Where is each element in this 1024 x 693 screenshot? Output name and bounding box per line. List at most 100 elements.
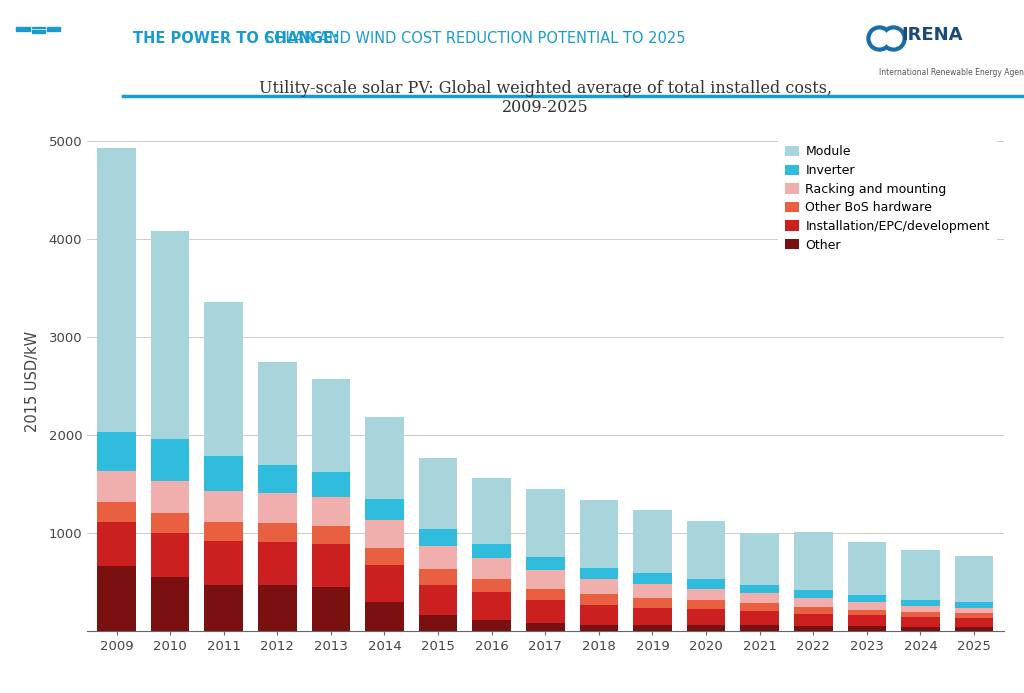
Bar	[97, 471, 136, 502]
Bar	[16, 28, 30, 30]
Bar	[740, 611, 779, 625]
Bar	[633, 608, 672, 625]
Bar	[151, 481, 189, 514]
Bar	[472, 579, 511, 593]
Title: Utility-scale solar PV: Global weighted average of total installed costs,
2009-2: Utility-scale solar PV: Global weighted …	[259, 80, 831, 116]
Bar	[32, 31, 45, 33]
Bar	[419, 546, 458, 570]
Bar	[47, 28, 60, 30]
Bar	[848, 542, 886, 595]
Bar	[32, 30, 45, 31]
Bar	[848, 610, 886, 615]
Bar	[419, 615, 458, 631]
Bar	[633, 584, 672, 598]
Bar	[366, 520, 403, 548]
Bar	[794, 606, 833, 613]
Bar	[47, 27, 60, 28]
Bar	[472, 620, 511, 631]
Bar	[848, 595, 886, 602]
Bar	[740, 585, 779, 593]
Bar	[526, 570, 564, 588]
Bar	[526, 557, 564, 570]
Bar	[901, 550, 940, 600]
Bar	[687, 600, 725, 609]
Bar	[472, 558, 511, 579]
Bar	[633, 573, 672, 584]
Bar	[954, 602, 993, 608]
Y-axis label: 2015 USD/kW: 2015 USD/kW	[26, 331, 40, 432]
Bar	[472, 543, 511, 558]
Bar	[258, 523, 297, 542]
Bar	[580, 500, 618, 568]
Bar	[633, 625, 672, 631]
Bar	[848, 626, 886, 631]
Bar	[954, 613, 993, 618]
Bar	[740, 625, 779, 631]
Bar	[740, 533, 779, 585]
Bar	[954, 556, 993, 602]
Bar	[47, 30, 60, 31]
Bar	[151, 439, 189, 481]
Text: THE POWER TO CHANGE:: THE POWER TO CHANGE:	[133, 30, 339, 46]
Bar	[97, 566, 136, 631]
Bar	[740, 603, 779, 611]
Bar	[740, 593, 779, 603]
Bar	[311, 379, 350, 472]
Bar	[205, 302, 243, 457]
Bar	[366, 602, 403, 631]
Bar	[97, 502, 136, 522]
Bar	[687, 625, 725, 631]
Bar	[901, 617, 940, 627]
Bar	[419, 458, 458, 529]
Bar	[311, 497, 350, 527]
Bar	[580, 568, 618, 579]
Bar	[954, 608, 993, 613]
Bar	[901, 612, 940, 617]
Bar	[151, 514, 189, 533]
Bar	[151, 231, 189, 439]
Bar	[687, 609, 725, 625]
Bar	[151, 577, 189, 631]
Bar	[419, 529, 458, 546]
Bar	[954, 618, 993, 627]
Bar	[580, 579, 618, 595]
Bar	[311, 472, 350, 497]
Bar	[97, 522, 136, 566]
Bar	[311, 586, 350, 631]
Bar	[580, 605, 618, 625]
Bar	[205, 585, 243, 631]
Bar	[258, 493, 297, 523]
Bar	[901, 606, 940, 612]
Bar	[633, 598, 672, 608]
Bar	[526, 588, 564, 600]
Bar	[687, 579, 725, 588]
Bar	[205, 457, 243, 491]
Bar	[419, 570, 458, 585]
Bar	[794, 590, 833, 598]
Bar	[526, 623, 564, 631]
Bar	[16, 30, 30, 31]
Bar	[258, 362, 297, 465]
Bar	[258, 585, 297, 631]
Bar	[526, 489, 564, 557]
Bar	[32, 27, 45, 28]
Bar	[472, 478, 511, 543]
Legend: Module, Inverter, Racking and mounting, Other BoS hardware, Installation/EPC/dev: Module, Inverter, Racking and mounting, …	[778, 138, 997, 259]
Bar	[901, 627, 940, 631]
Bar	[633, 510, 672, 573]
Bar	[366, 548, 403, 565]
Bar	[366, 417, 403, 499]
Bar	[366, 499, 403, 520]
Bar	[794, 598, 833, 606]
Bar	[97, 148, 136, 432]
Bar	[687, 521, 725, 579]
Bar	[526, 600, 564, 623]
Bar	[16, 27, 30, 28]
Text: SOLAR AND WIND COST REDUCTION POTENTIAL TO 2025: SOLAR AND WIND COST REDUCTION POTENTIAL …	[260, 30, 686, 46]
Bar	[151, 533, 189, 577]
Bar	[848, 615, 886, 626]
Bar	[580, 625, 618, 631]
Bar	[205, 491, 243, 522]
Bar	[954, 627, 993, 631]
Bar	[205, 541, 243, 585]
